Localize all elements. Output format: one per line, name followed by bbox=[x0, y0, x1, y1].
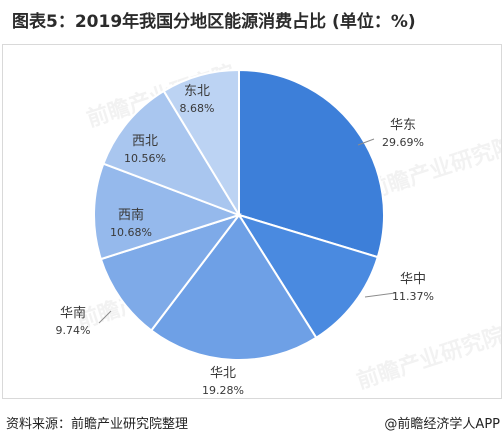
slice-label-name: 华北 bbox=[210, 366, 236, 381]
slice-label-value: 10.56% bbox=[124, 152, 166, 165]
leader-line-0 bbox=[357, 138, 375, 146]
pie-slice-6 bbox=[162, 68, 240, 219]
slice-labels: 华东 29.69% 华中 11.37% 华北 19.28% 华南 9.74% 西南 10.68% 西… bbox=[56, 84, 434, 397]
slice-label-name: 西北 bbox=[132, 134, 158, 149]
pie-slice-3 bbox=[99, 213, 242, 332]
slice-label-name: 东北 bbox=[184, 84, 210, 99]
pie-slice-4 bbox=[93, 162, 243, 261]
slice-label-name: 华东 bbox=[390, 118, 416, 133]
slice-label-name: 华南 bbox=[60, 305, 86, 321]
slice-label-name: 西南 bbox=[118, 207, 144, 223]
slice-label-value: 9.74% bbox=[56, 324, 91, 337]
credit-note: @前瞻经济学人APP bbox=[384, 417, 500, 432]
leader-line-1 bbox=[364, 292, 396, 298]
leader-line-3 bbox=[98, 310, 112, 324]
watermark-text: 前瞻产业研究院 bbox=[354, 322, 501, 394]
slice-label-value: 8.68% bbox=[180, 102, 215, 115]
slice-label-value: 29.69% bbox=[382, 136, 424, 149]
slice-label-value: 19.28% bbox=[202, 384, 244, 397]
slice-label-value: 11.37% bbox=[392, 290, 434, 303]
pie-slice-1 bbox=[236, 213, 379, 340]
chart-title: 图表5：2019年我国分地区能源消费占比 (单位：%) bbox=[12, 12, 416, 32]
leader-lines bbox=[98, 138, 396, 324]
pie-slice-5 bbox=[102, 89, 242, 217]
footer: 资料来源：前瞻产业研究院整理 @前瞻经济学人APP bbox=[0, 402, 504, 441]
chart-area: 前瞻产业研究院前瞻产业研究院前瞻产业研究院前瞻产业研究院 华东29.69%华中1… bbox=[2, 44, 502, 399]
slice-label-value: 10.68% bbox=[110, 226, 152, 239]
pie-chart: 前瞻产业研究院前瞻产业研究院前瞻产业研究院前瞻产业研究院 华东29.69%华中1… bbox=[56, 60, 501, 397]
source-note: 资料来源：前瞻产业研究院整理 bbox=[6, 417, 189, 432]
slice-label-name: 华中 bbox=[400, 272, 426, 287]
pie-slices bbox=[93, 68, 385, 361]
pie-slice-2 bbox=[149, 213, 318, 361]
pie-slice-0 bbox=[238, 68, 385, 259]
